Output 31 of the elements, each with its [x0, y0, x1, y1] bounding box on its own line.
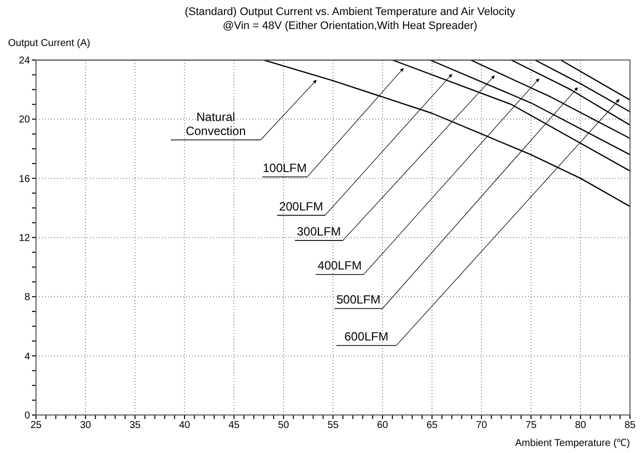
x-tick-label: 85: [624, 420, 636, 432]
y-tick-label: 12: [18, 233, 30, 244]
y-tick-label: 4: [24, 351, 30, 362]
x-tick-label: 60: [376, 420, 388, 432]
x-tick-label: 35: [129, 420, 141, 432]
x-tick-label: 40: [178, 420, 190, 432]
y-axis-title: Output Current (A): [8, 38, 90, 49]
x-tick-label: 70: [476, 420, 488, 432]
y-tick-label: 0: [24, 410, 30, 422]
annotation: 500LFM: [336, 292, 381, 306]
x-tick-label: 80: [574, 420, 586, 432]
x-tick-label: 50: [278, 420, 290, 432]
x-tick-label: 45: [228, 420, 240, 432]
x-tick-label: 55: [327, 420, 339, 432]
annotation: 600LFM: [344, 329, 388, 344]
annotation: 100LFM: [262, 160, 307, 175]
x-tick-label: 30: [80, 420, 92, 432]
y-tick-label: 20: [18, 114, 30, 126]
annotation: Natural Convection: [186, 110, 246, 138]
x-tick-label: 75: [525, 420, 537, 432]
annotation: 300LFM: [296, 224, 341, 238]
x-axis-title: Ambient Temperature (℃): [515, 438, 630, 449]
x-tick-label: 65: [426, 420, 438, 432]
y-tick-label: 16: [18, 174, 30, 185]
chart-title: (Standard) Output Current vs. Ambient Temperature and Air Velocity: [184, 6, 516, 18]
annotation: 200LFM: [279, 199, 324, 214]
annotation: 400LFM: [318, 258, 362, 272]
y-tick-label: 24: [18, 56, 30, 67]
x-tick-label: 25: [30, 420, 42, 432]
y-tick-label: 8: [24, 292, 30, 304]
chart-subtitle: @Vin = 48V (Either Orientation,With Heat Spreader): [222, 20, 478, 32]
